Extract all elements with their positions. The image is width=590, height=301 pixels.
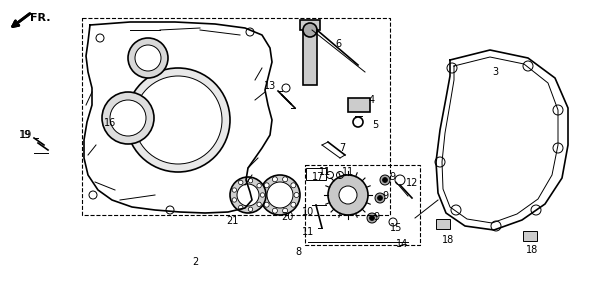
Circle shape <box>273 208 277 213</box>
Circle shape <box>378 196 382 200</box>
Circle shape <box>491 221 501 231</box>
Circle shape <box>273 177 277 182</box>
Circle shape <box>553 105 563 115</box>
Text: 16: 16 <box>104 118 116 128</box>
Text: 7: 7 <box>339 143 345 153</box>
Text: 9: 9 <box>389 172 395 182</box>
Text: 21: 21 <box>226 216 238 226</box>
Circle shape <box>237 184 259 206</box>
Bar <box>300 20 320 30</box>
Circle shape <box>257 184 261 188</box>
Circle shape <box>102 92 154 144</box>
Text: 15: 15 <box>390 223 402 233</box>
Text: 11: 11 <box>302 227 314 237</box>
Bar <box>523 231 537 241</box>
Circle shape <box>232 188 237 192</box>
Circle shape <box>283 208 287 213</box>
Circle shape <box>261 193 266 197</box>
Circle shape <box>128 38 168 78</box>
Circle shape <box>126 68 230 172</box>
Text: 13: 13 <box>264 81 276 91</box>
Circle shape <box>283 177 287 182</box>
Text: 9: 9 <box>382 191 388 201</box>
Circle shape <box>291 202 296 207</box>
Circle shape <box>523 61 533 71</box>
Text: 12: 12 <box>406 178 418 188</box>
Circle shape <box>375 193 385 203</box>
Text: 9: 9 <box>373 212 379 222</box>
Circle shape <box>230 177 266 213</box>
Text: 10: 10 <box>302 207 314 217</box>
Text: 19: 19 <box>20 130 32 140</box>
Circle shape <box>328 175 368 215</box>
Circle shape <box>267 182 293 208</box>
Circle shape <box>553 143 563 153</box>
Circle shape <box>303 23 317 37</box>
Text: 6: 6 <box>335 39 341 49</box>
Text: 19: 19 <box>19 130 31 140</box>
Circle shape <box>369 216 375 221</box>
Text: 5: 5 <box>372 120 378 130</box>
Text: 11: 11 <box>342 167 354 177</box>
Text: 3: 3 <box>492 67 498 77</box>
Circle shape <box>260 175 300 215</box>
Circle shape <box>260 193 265 197</box>
Circle shape <box>248 178 253 183</box>
Circle shape <box>248 207 253 212</box>
Circle shape <box>435 157 445 167</box>
Circle shape <box>367 213 377 223</box>
Text: 18: 18 <box>442 235 454 245</box>
Circle shape <box>382 178 388 182</box>
Bar <box>348 98 370 112</box>
Text: 2: 2 <box>192 257 198 267</box>
Circle shape <box>110 100 146 136</box>
Bar <box>436 219 450 229</box>
Circle shape <box>264 202 269 207</box>
Text: 20: 20 <box>281 212 293 222</box>
Text: 11: 11 <box>319 167 331 177</box>
Circle shape <box>531 205 541 215</box>
Text: 4: 4 <box>369 95 375 105</box>
Circle shape <box>291 183 296 188</box>
Text: 8: 8 <box>295 247 301 257</box>
Circle shape <box>135 45 161 71</box>
Circle shape <box>339 186 357 204</box>
Circle shape <box>447 63 457 73</box>
Circle shape <box>238 205 243 210</box>
Circle shape <box>134 76 222 164</box>
Circle shape <box>380 175 390 185</box>
Text: 14: 14 <box>396 239 408 249</box>
Text: FR.: FR. <box>30 13 50 23</box>
Circle shape <box>264 183 269 188</box>
Text: 17: 17 <box>312 172 324 182</box>
Circle shape <box>451 205 461 215</box>
Circle shape <box>238 180 243 185</box>
Bar <box>306 168 326 180</box>
Circle shape <box>294 193 299 197</box>
Bar <box>303 29 317 85</box>
Text: 18: 18 <box>526 245 538 255</box>
Circle shape <box>232 198 237 202</box>
Circle shape <box>257 202 261 206</box>
